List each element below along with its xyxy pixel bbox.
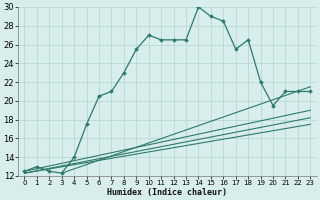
X-axis label: Humidex (Indice chaleur): Humidex (Indice chaleur) [108, 188, 228, 197]
